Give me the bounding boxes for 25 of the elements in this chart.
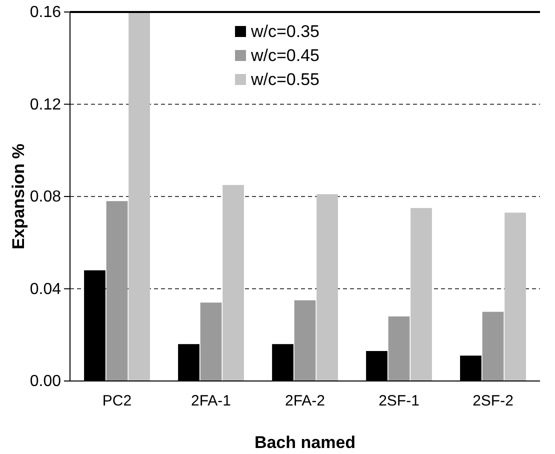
legend-label: w/c=0.35 <box>250 22 320 41</box>
bar <box>410 208 432 381</box>
x-tick-label: 2SF-1 <box>378 392 420 410</box>
bar <box>222 184 244 381</box>
bar <box>504 212 526 381</box>
y-axis-title: Expansion % <box>9 144 28 250</box>
bar <box>388 316 410 381</box>
y-tick-label: 0.00 <box>30 373 62 390</box>
y-tick-label: 0.16 <box>30 4 62 22</box>
bar <box>316 194 338 381</box>
x-tick-label: 2FA-1 <box>190 392 232 410</box>
x-tick-label: 2SF-2 <box>472 392 514 410</box>
x-tick-label: PC2 <box>102 392 132 410</box>
x-tick-label: 2FA-2 <box>284 392 326 410</box>
bar <box>482 312 504 381</box>
bar <box>106 201 128 381</box>
legend-label: w/c=0.45 <box>250 46 320 65</box>
bar <box>200 302 222 381</box>
bar <box>294 300 316 381</box>
y-tick-label: 0.12 <box>30 96 62 114</box>
legend-label: w/c=0.55 <box>250 70 320 89</box>
bar <box>128 12 150 381</box>
y-tick-label: 0.04 <box>30 280 62 298</box>
y-tick-label: 0.08 <box>30 188 62 206</box>
x-axis-title: Bach named <box>254 433 356 452</box>
